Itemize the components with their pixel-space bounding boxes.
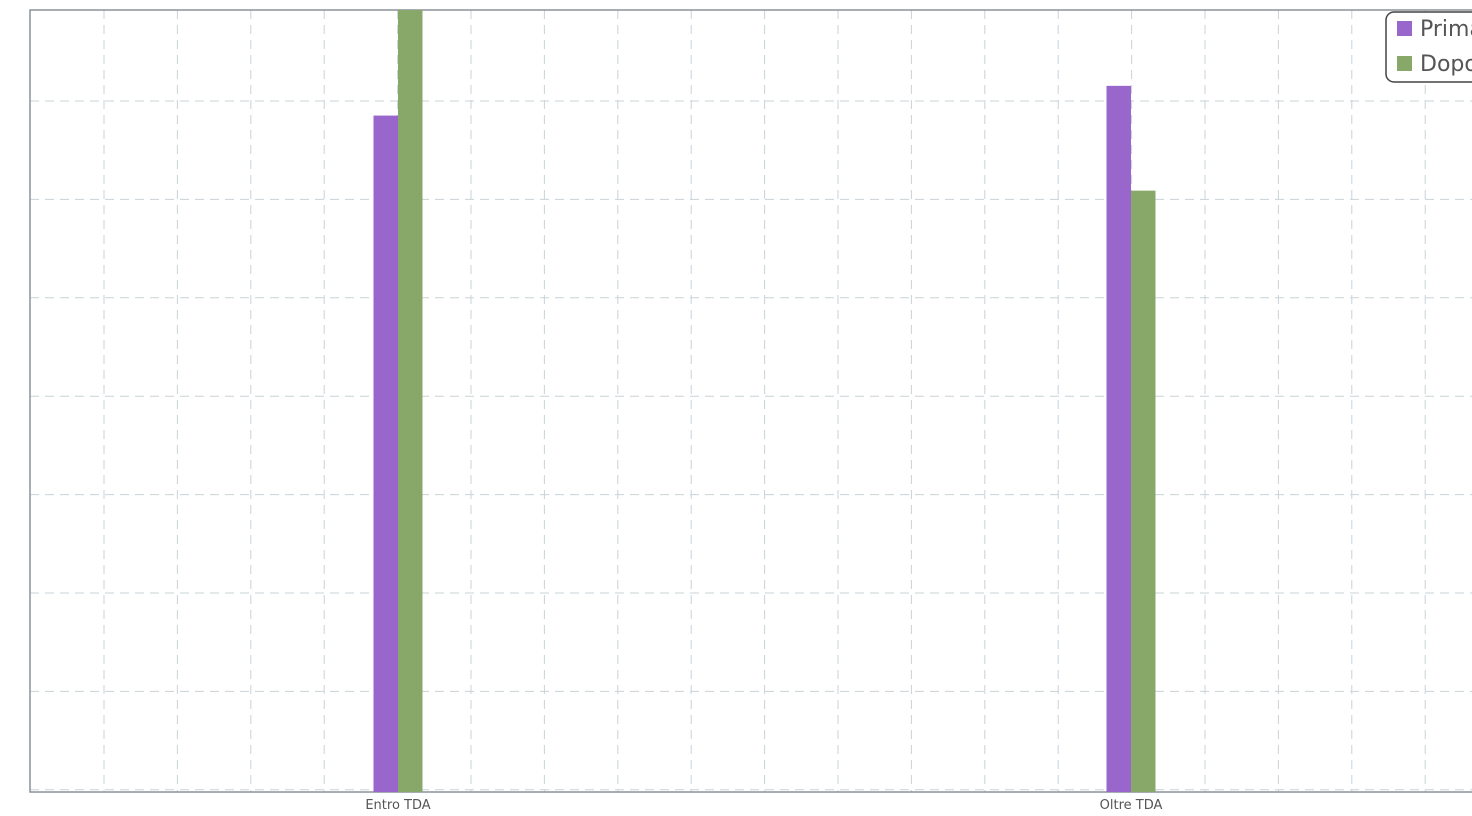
x-tick-label: Oltre TDA <box>1100 798 1163 813</box>
legend-label-dopo: Dopo <box>1420 52 1472 77</box>
grid-lines <box>30 10 1472 792</box>
legend-swatch-prima <box>1397 21 1412 36</box>
bar-oltre-tda-prima <box>1106 85 1131 792</box>
plot-area-frame <box>29 9 1472 793</box>
bar-oltre-tda-dopo <box>1131 190 1156 793</box>
bar-entro-tda-dopo <box>398 10 423 792</box>
x-tick-label: Entro TDA <box>365 798 430 813</box>
bars <box>373 10 1156 793</box>
legend: Prima Dopo <box>1385 11 1472 83</box>
legend-swatch-dopo <box>1397 56 1412 71</box>
bar-entro-tda-prima <box>373 115 398 792</box>
x-tick-labels: Entro TDA Oltre TDA <box>365 798 1162 813</box>
legend-label-prima: Prima <box>1420 17 1472 42</box>
